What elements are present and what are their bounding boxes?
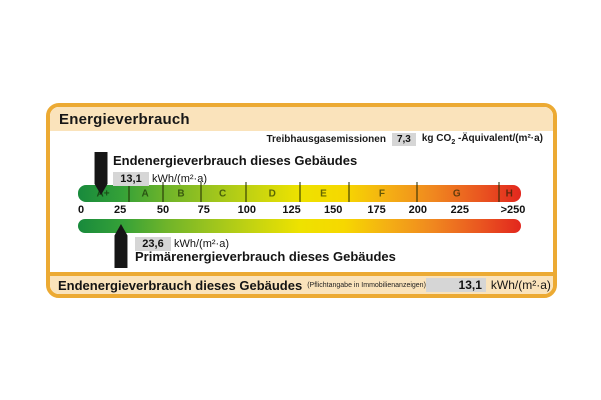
footer-value-box: 13,1 xyxy=(425,278,486,292)
axis-tick: 25 xyxy=(113,204,127,216)
class-label-h: H xyxy=(505,187,513,199)
class-label-d: D xyxy=(268,187,276,199)
axis-tick: 200 xyxy=(408,204,427,216)
axis-tick: 75 xyxy=(197,204,210,216)
emissions-line: Treibhausgasemissionen 7,3 kg CO2 -Äquiv… xyxy=(266,131,543,148)
gradient-band xyxy=(78,219,521,233)
class-divider xyxy=(162,182,165,202)
footer-note: (Pflichtangabe in Immobilienanzeigen) xyxy=(307,281,426,289)
section-title: Energieverbrauch xyxy=(59,110,190,128)
axis-tick: 225 xyxy=(450,204,470,216)
class-band: A+ A B C D E F G H xyxy=(78,182,521,202)
axis-tick: 0 xyxy=(78,204,85,216)
axis-tick: 100 xyxy=(237,204,256,216)
primary-energy-value-line: 23,6 kWh/(m²·a) xyxy=(135,234,229,252)
end-energy-unit: kWh/(m²·a) xyxy=(152,173,207,185)
class-divider xyxy=(497,182,500,202)
end-energy-label: Endenergieverbrauch dieses Gebäudes xyxy=(113,153,358,168)
class-label-c: C xyxy=(219,187,227,199)
class-label-b: B xyxy=(177,187,185,199)
primary-energy-marker-arrow xyxy=(114,224,128,268)
class-divider xyxy=(347,182,350,202)
energy-certificate-card: Energieverbrauch Treibhausgasemissionen … xyxy=(46,103,557,298)
axis-tick: 50 xyxy=(156,204,170,216)
footer-strip: Endenergieverbrauch dieses Gebäudes (Pfl… xyxy=(50,272,553,294)
class-label-a+: A+ xyxy=(96,187,110,199)
header-bar: Energieverbrauch xyxy=(50,107,553,131)
footer-label: Endenergieverbrauch dieses Gebäudes xyxy=(58,277,303,293)
main-panel: Energieverbrauch Treibhausgasemissionen … xyxy=(50,107,553,272)
class-divider xyxy=(199,182,202,202)
axis-tick: 125 xyxy=(282,204,301,216)
energy-scale: Endenergieverbrauch dieses Gebäudes 13,1… xyxy=(78,107,525,272)
scale-axis-ticks: 0 25 50 75 100 125 150 175 200 225 >250 xyxy=(78,204,525,217)
emissions-value-box: 7,3 xyxy=(391,133,416,146)
class-divider xyxy=(128,182,131,202)
end-energy-marker-arrow xyxy=(94,152,108,195)
class-divider xyxy=(416,182,418,202)
primary-energy-label: Primärenergieverbrauch dieses Gebäudes xyxy=(135,249,396,264)
class-label-e: E xyxy=(320,187,327,199)
axis-tick: >250 xyxy=(500,204,526,216)
class-label-g: G xyxy=(452,187,461,199)
class-divider xyxy=(245,182,248,202)
axis-tick: 150 xyxy=(323,204,343,216)
end-energy-value-box: 13,1 xyxy=(113,172,149,186)
class-label-f: F xyxy=(378,187,385,199)
footer-unit: kWh/(m²·a) xyxy=(490,278,551,292)
primary-energy-unit: kWh/(m²·a) xyxy=(174,238,229,250)
class-divider xyxy=(299,182,302,202)
class-label-a: A xyxy=(141,187,149,199)
end-energy-value-line: 13,1 kWh/(m²·a) xyxy=(113,169,207,187)
primary-energy-value-box: 23,6 xyxy=(135,237,171,251)
footer-value-group: 13,1 kWh/(m²·a) xyxy=(425,278,551,292)
emissions-label: Treibhausgasemissionen xyxy=(266,134,386,145)
emissions-unit: kg CO2 -Äquivalent/(m²·a) xyxy=(421,133,543,146)
axis-tick: 175 xyxy=(367,204,386,216)
